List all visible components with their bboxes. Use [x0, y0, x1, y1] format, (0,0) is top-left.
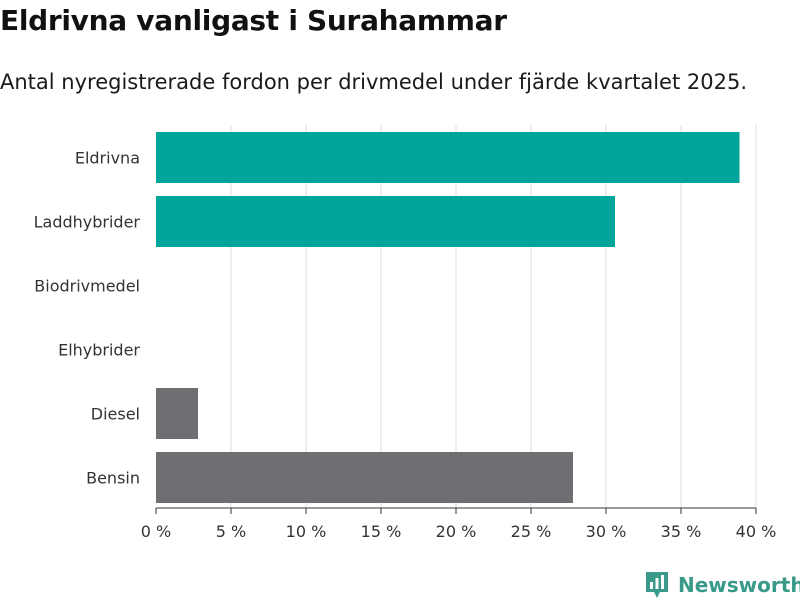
bar-chart-logo-icon: [646, 572, 668, 598]
category-label: Biodrivmedel: [34, 277, 140, 296]
axis-layer: 0 % 5 % 10 % 15 % 20 % 25 % 30 % 35 % 40 % Eldriv…: [34, 149, 777, 542]
grid-layer: [230, 125, 757, 508]
x-tick-label: 30 %: [586, 522, 627, 541]
x-tick-label: 25 %: [511, 522, 552, 541]
bar-diesel: [156, 388, 198, 439]
brand-logo: Newsworthy: [644, 570, 800, 600]
category-label: Bensin: [86, 469, 140, 488]
chart-subtitle: Antal nyregistrerade fordon per drivmede…: [0, 70, 748, 94]
category-label: Laddhybrider: [34, 213, 141, 232]
bar-layer: [156, 132, 740, 503]
x-tick-label: 5 %: [216, 522, 246, 541]
bar-bensin: [156, 452, 573, 503]
x-tick-label: 0 %: [141, 522, 171, 541]
bar-laddhybrider: [156, 196, 615, 247]
x-tick-label: 15 %: [361, 522, 402, 541]
category-label: Elhybrider: [58, 341, 140, 360]
category-label: Eldrivna: [75, 149, 140, 168]
x-tick-label: 35 %: [661, 522, 702, 541]
x-tick-label: 20 %: [436, 522, 477, 541]
x-tick-label: 10 %: [286, 522, 327, 541]
chart-title: Eldrivna vanligast i Surahammar: [0, 4, 507, 37]
bar-eldrivna: [156, 132, 740, 183]
x-tick-label: 40 %: [736, 522, 777, 541]
category-label: Diesel: [91, 405, 140, 424]
brand-name: Newsworthy: [678, 573, 800, 597]
